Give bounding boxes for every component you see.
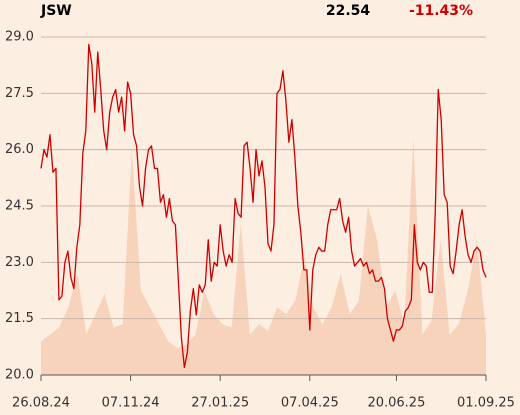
y-tick-label: 29.0: [5, 30, 34, 45]
y-tick-label: 20.0: [5, 368, 34, 383]
y-tick-label: 21.5: [5, 311, 34, 326]
chart-title: JSW: [40, 3, 72, 19]
x-tick-label: 01.09.25: [457, 396, 515, 411]
change: -11.43%: [409, 3, 473, 19]
price: 22.54: [326, 3, 371, 19]
volume-area: [41, 138, 486, 375]
y-tick-label: 27.5: [5, 86, 34, 101]
price-line: [40, 43, 487, 369]
x-tick-label: 20.06.25: [367, 396, 425, 411]
y-tick-label: 23.0: [5, 255, 34, 270]
y-tick-label: 26.0: [5, 142, 34, 157]
x-tick-label: 07.04.25: [281, 396, 339, 411]
x-tick-label: 07.11.24: [102, 396, 160, 411]
x-tick-label: 27.01.25: [191, 396, 249, 411]
y-tick-label: 24.5: [5, 199, 34, 214]
x-tick-label: 26.08.24: [12, 396, 70, 411]
